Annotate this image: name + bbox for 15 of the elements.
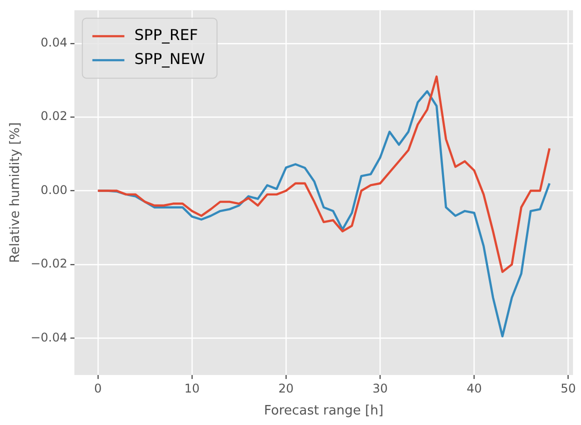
x-tick-label: 10 (184, 381, 200, 396)
y-axis-title: Relative humidity [%] (8, 122, 24, 263)
y-tick-label: 0.04 (40, 35, 68, 50)
x-axis-title: Forecast range [h] (264, 404, 384, 419)
x-tick-label: 40 (466, 381, 482, 396)
y-tick-label: −0.04 (30, 330, 68, 344)
y-tick-label: 0.00 (40, 182, 68, 197)
y-tick-label: −0.02 (30, 256, 68, 271)
x-tick-label: 30 (372, 381, 388, 396)
x-tick-label: 20 (278, 381, 294, 396)
legend-label: SPP_REF (134, 26, 198, 44)
x-tick-label: 50 (560, 381, 576, 396)
y-tick-label: 0.02 (40, 109, 68, 124)
legend-label: SPP_NEW (134, 50, 206, 68)
x-tick-label: 0 (94, 381, 102, 396)
